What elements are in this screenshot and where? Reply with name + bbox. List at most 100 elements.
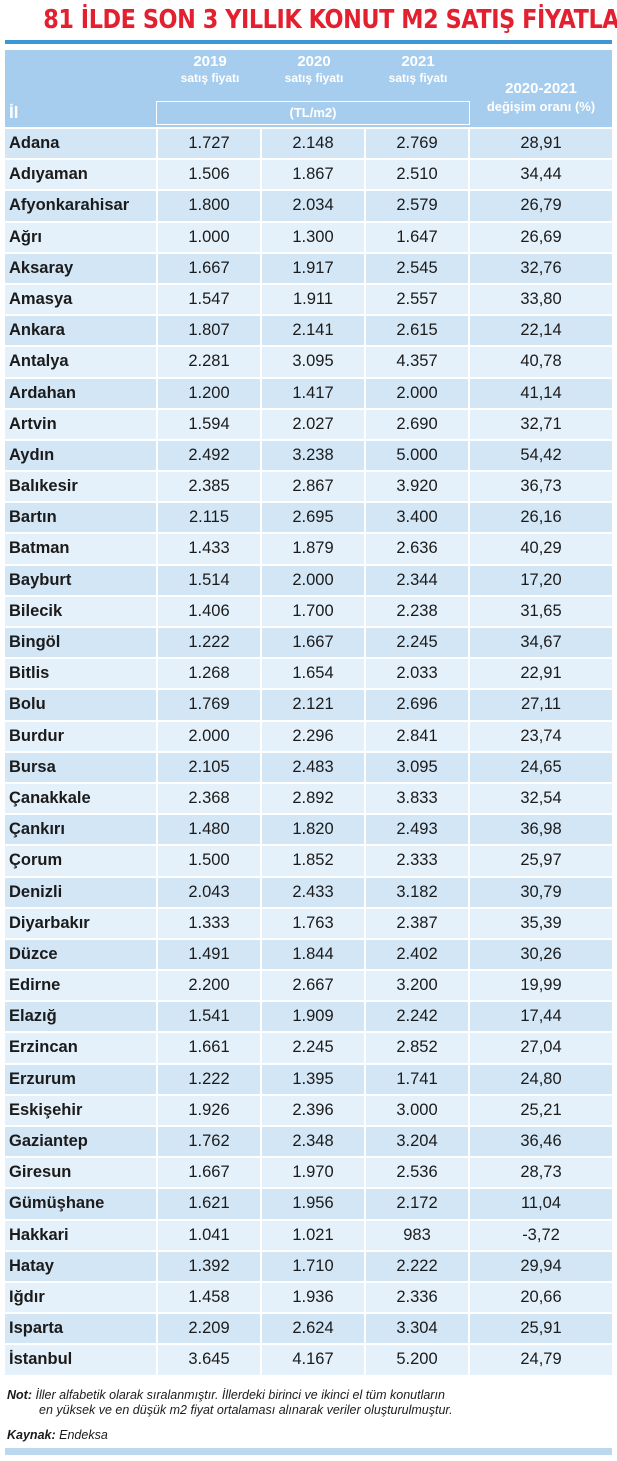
- price-2021-cell: 3.400: [364, 503, 468, 533]
- change-rate-cell: 22,14: [468, 316, 612, 346]
- price-2019-cell: 1.333: [156, 908, 260, 938]
- province-cell: Batman: [9, 539, 70, 558]
- price-2021-cell: 2.690: [364, 409, 468, 439]
- price-2021-cell: 2.222: [364, 1251, 468, 1281]
- province-cell: Aksaray: [9, 258, 74, 277]
- change-rate-cell: 26,69: [468, 222, 612, 252]
- change-rate-cell: 25,21: [468, 1095, 612, 1125]
- price-2019-cell: 1.200: [156, 378, 260, 408]
- table-row: Hatay 1.392 1.710 2.222 29,94: [5, 1251, 612, 1281]
- table-row: Denizli 2.043 2.433 3.182 30,79: [5, 877, 612, 907]
- price-2020-cell: 2.027: [260, 409, 364, 439]
- table-row: İstanbul 3.645 4.167 5.200 24,79: [5, 1345, 612, 1375]
- province-cell: Gaziantep: [9, 1132, 88, 1150]
- change-rate-cell: 26,16: [468, 503, 612, 533]
- header-2021: 2021 satış fiyatı: [366, 54, 470, 86]
- price-2019-cell: 2.209: [156, 1314, 260, 1344]
- price-2021-cell: 3.000: [364, 1095, 468, 1125]
- price-2020-cell: 1.844: [260, 939, 364, 970]
- price-2019-cell: 1.500: [156, 846, 260, 876]
- source-credit: Kaynak: Endeksa: [7, 1428, 108, 1442]
- change-rate-cell: 17,20: [468, 565, 612, 595]
- table-row: Balıkesir 2.385 2.867 3.920 36,73: [5, 472, 612, 502]
- table-row: Çankırı 1.480 1.820 2.493 36,98: [5, 815, 612, 845]
- price-2020-cell: 2.867: [260, 472, 364, 502]
- price-2021-cell: 2.033: [364, 659, 468, 689]
- price-2019-cell: 1.547: [156, 284, 260, 315]
- change-rate-cell: 40,78: [468, 347, 612, 377]
- price-2021-cell: 1.647: [364, 222, 468, 252]
- price-2019-cell: 1.480: [156, 815, 260, 845]
- price-2020-cell: 2.624: [260, 1314, 364, 1344]
- change-rate-cell: 25,97: [468, 846, 612, 876]
- table-row: Bayburt 1.514 2.000 2.344 17,20: [5, 565, 612, 595]
- province-cell: Edirne: [9, 976, 61, 995]
- footnote-line-1: İller alfabetik olarak sıralanmıştır. İl…: [35, 1388, 445, 1402]
- table-row: Artvin 1.594 2.027 2.690 32,71: [5, 409, 612, 439]
- price-2019-cell: 1.661: [156, 1033, 260, 1063]
- table-row: Bursa 2.105 2.483 3.095 24,65: [5, 752, 612, 782]
- price-2019-cell: 2.200: [156, 971, 260, 1001]
- header-change: 2020-2021 değişim oranı (%): [470, 80, 612, 116]
- price-2020-cell: 2.296: [260, 721, 364, 751]
- change-rate-cell: 54,42: [468, 440, 612, 471]
- price-2021-cell: 3.920: [364, 472, 468, 502]
- price-2020-cell: 2.695: [260, 503, 364, 533]
- province-cell: Düzce: [9, 944, 58, 963]
- price-2021-cell: 983: [364, 1220, 468, 1250]
- change-rate-cell: 32,76: [468, 253, 612, 283]
- price-2020-cell: 1.021: [260, 1220, 364, 1250]
- table-row: Ağrı 1.000 1.300 1.647 26,69: [5, 222, 612, 252]
- source-label: Kaynak:: [7, 1428, 56, 1442]
- province-cell: Hakkari: [9, 1225, 69, 1244]
- price-2019-cell: 1.392: [156, 1251, 260, 1281]
- price-2021-cell: 2.510: [364, 160, 468, 190]
- change-rate-cell: 23,74: [468, 721, 612, 751]
- price-2020-cell: 1.911: [260, 284, 364, 315]
- province-cell: Aydın: [9, 445, 55, 464]
- change-rate-cell: 34,67: [468, 628, 612, 658]
- header-2021-sub: satış fiyatı: [388, 71, 448, 85]
- price-2019-cell: 1.594: [156, 409, 260, 439]
- price-2021-cell: 2.852: [364, 1033, 468, 1063]
- province-cell: Denizli: [9, 882, 63, 901]
- price-2020-cell: 1.820: [260, 815, 364, 845]
- table-row: Bitlis 1.268 1.654 2.033 22,91: [5, 659, 612, 689]
- footnote-label: Not:: [7, 1388, 32, 1402]
- price-2021-cell: 5.200: [364, 1345, 468, 1375]
- price-2020-cell: 2.141: [260, 316, 364, 346]
- price-2021-cell: 2.536: [364, 1158, 468, 1188]
- price-2020-cell: 3.238: [260, 440, 364, 471]
- province-cell: Amasya: [9, 289, 73, 308]
- province-cell: Ankara: [9, 321, 65, 340]
- table-row: Burdur 2.000 2.296 2.841 23,74: [5, 721, 612, 751]
- price-2020-cell: 2.483: [260, 752, 364, 782]
- price-2020-cell: 1.763: [260, 908, 364, 938]
- page-title: 81 İLDE SON 3 YILLIK KONUT M2 SATIŞ FİYA…: [43, 5, 617, 35]
- price-2021-cell: 2.344: [364, 565, 468, 595]
- price-2021-cell: 3.833: [364, 783, 468, 814]
- header-2020-year: 2020: [297, 53, 331, 70]
- province-cell: Burdur: [9, 726, 64, 745]
- price-2020-cell: 1.917: [260, 253, 364, 283]
- change-rate-cell: 17,44: [468, 1002, 612, 1032]
- price-2020-cell: 2.396: [260, 1095, 364, 1125]
- price-2021-cell: 5.000: [364, 440, 468, 471]
- price-2019-cell: 1.667: [156, 253, 260, 283]
- table-row: Afyonkarahisar 1.800 2.034 2.579 26,79: [5, 191, 612, 221]
- price-2020-cell: 2.034: [260, 191, 364, 221]
- price-2020-cell: 1.654: [260, 659, 364, 689]
- province-cell: Bolu: [9, 695, 46, 714]
- price-2021-cell: 2.238: [364, 596, 468, 626]
- table-row: Erzurum 1.222 1.395 1.741 24,80: [5, 1064, 612, 1094]
- change-rate-cell: 33,80: [468, 284, 612, 315]
- table-row: Ardahan 1.200 1.417 2.000 41,14: [5, 378, 612, 408]
- price-2021-cell: 1.741: [364, 1064, 468, 1094]
- price-2021-cell: 2.402: [364, 939, 468, 970]
- price-2020-cell: 1.710: [260, 1251, 364, 1281]
- header-2021-year: 2021: [401, 53, 435, 70]
- price-2020-cell: 1.700: [260, 596, 364, 626]
- change-rate-cell: 41,14: [468, 378, 612, 408]
- price-2021-cell: 3.200: [364, 971, 468, 1001]
- table-row: Adana 1.727 2.148 2.769 28,91: [5, 129, 612, 159]
